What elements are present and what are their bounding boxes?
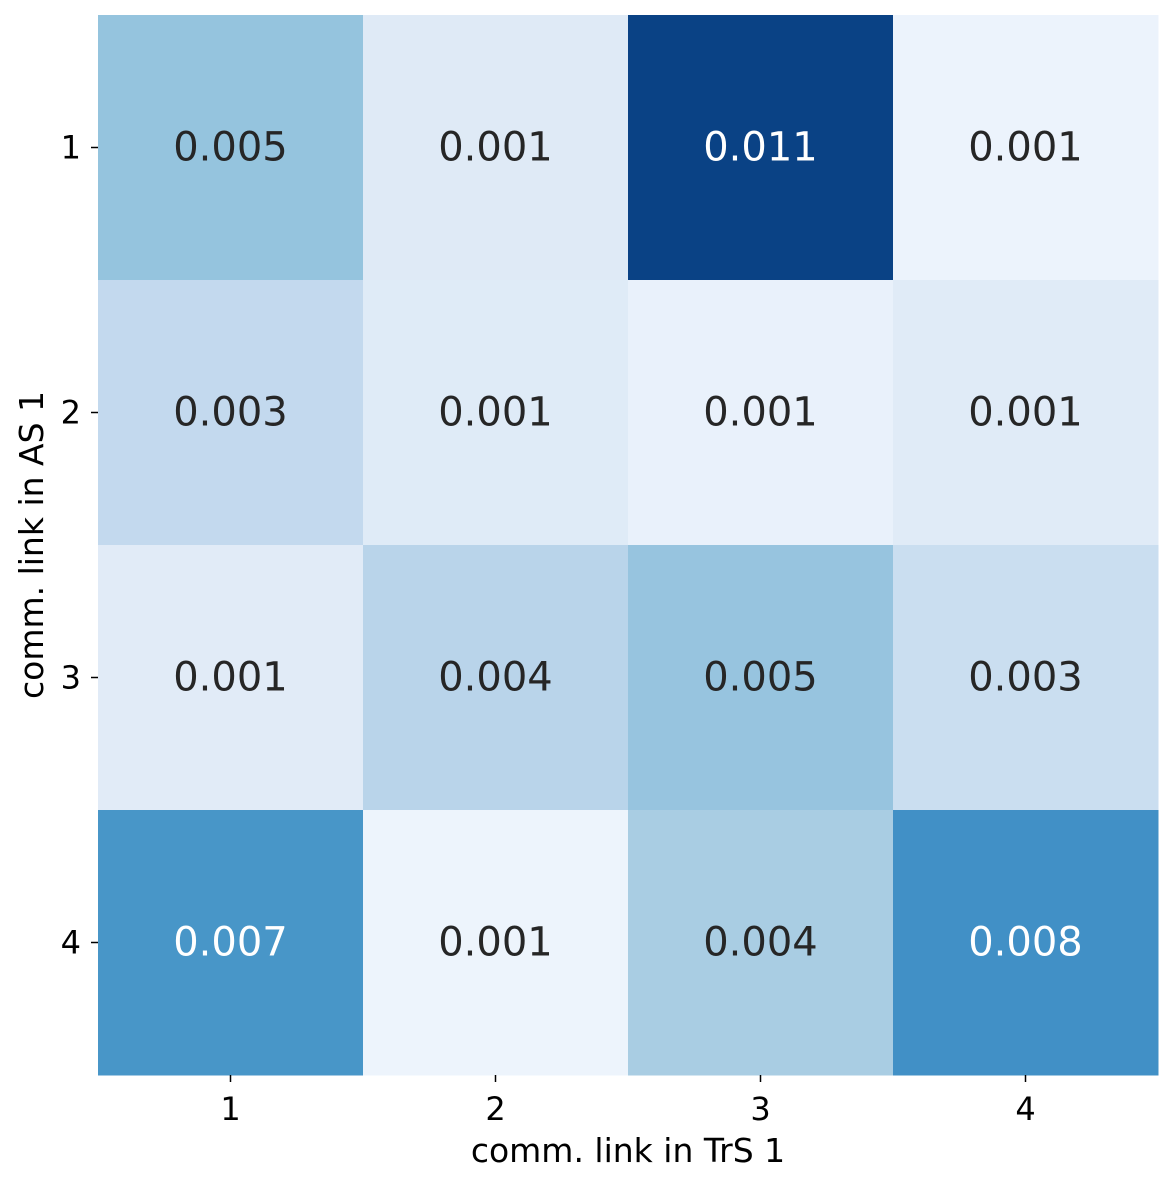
cell-value-label-r4-c1: 0.007 bbox=[173, 920, 288, 966]
heatmap-cell-r3-c1 bbox=[98, 545, 364, 811]
cell-value-label-r1-c4: 0.001 bbox=[968, 125, 1083, 171]
x-tick-label-1: 1 bbox=[220, 1090, 240, 1128]
heatmap-cell-r3-c4 bbox=[893, 545, 1159, 811]
heatmap-cell-r2-c4 bbox=[893, 280, 1159, 546]
cell-value-label-r3-c1: 0.001 bbox=[173, 655, 288, 701]
cell-value-label-r1-c2: 0.001 bbox=[438, 125, 553, 171]
cell-value-label-r4-c3: 0.004 bbox=[703, 920, 818, 966]
cell-value-label-r4-c2: 0.001 bbox=[438, 920, 553, 966]
heatmap-cell-r4-c1 bbox=[98, 810, 364, 1076]
cell-value-label-r2-c2: 0.001 bbox=[438, 390, 553, 436]
heatmap-cell-r1-c3 bbox=[628, 15, 894, 281]
heatmap-cells bbox=[98, 15, 1159, 1076]
cell-value-label-r3-c4: 0.003 bbox=[968, 655, 1083, 701]
heatmap-cell-r1-c1 bbox=[98, 15, 364, 281]
heatmap-cell-r1-c4 bbox=[893, 15, 1159, 281]
cell-value-label-r1-c3: 0.011 bbox=[703, 125, 818, 171]
cell-value-label-r3-c2: 0.004 bbox=[438, 655, 553, 701]
heatmap-cell-r2-c2 bbox=[363, 280, 629, 546]
x-axis-label: comm. link in TrS 1 bbox=[471, 1131, 785, 1170]
x-axis-ticks: 1 2 3 4 bbox=[220, 1075, 1036, 1128]
cell-value-label-r2-c4: 0.001 bbox=[968, 390, 1083, 436]
y-tick-label-1: 1 bbox=[61, 129, 81, 167]
heatmap-cell-r4-c4 bbox=[893, 810, 1159, 1076]
y-tick-label-4: 4 bbox=[61, 924, 81, 962]
y-axis-ticks: 1 2 3 4 bbox=[61, 129, 98, 962]
heatmap-cell-r1-c2 bbox=[363, 15, 629, 281]
x-tick-label-4: 4 bbox=[1015, 1090, 1035, 1128]
heatmap-cell-r4-c3 bbox=[628, 810, 894, 1076]
cell-value-label-r2-c3: 0.001 bbox=[703, 390, 818, 436]
heatmap-cell-r3-c2 bbox=[363, 545, 629, 811]
heatmap-cell-r2-c3 bbox=[628, 280, 894, 546]
y-tick-label-2: 2 bbox=[61, 394, 81, 432]
cell-value-label-r4-c4: 0.008 bbox=[968, 920, 1083, 966]
cell-value-label-r3-c3: 0.005 bbox=[703, 655, 818, 701]
y-axis-label: comm. link in AS 1 bbox=[12, 391, 51, 699]
cell-value-label-r1-c1: 0.005 bbox=[173, 125, 288, 171]
x-tick-label-2: 2 bbox=[485, 1090, 505, 1128]
y-tick-label-3: 3 bbox=[61, 659, 81, 697]
heatmap-cell-labels: 0.005 0.001 0.011 0.001 0.003 0.001 0.001 0.001… bbox=[173, 125, 1083, 966]
heatmap-cell-r4-c2 bbox=[363, 810, 629, 1076]
heatmap-cell-r2-c1 bbox=[98, 280, 364, 546]
heatmap-cell-r3-c3 bbox=[628, 545, 894, 811]
cell-value-label-r2-c1: 0.003 bbox=[173, 390, 288, 436]
x-tick-label-3: 3 bbox=[750, 1090, 770, 1128]
